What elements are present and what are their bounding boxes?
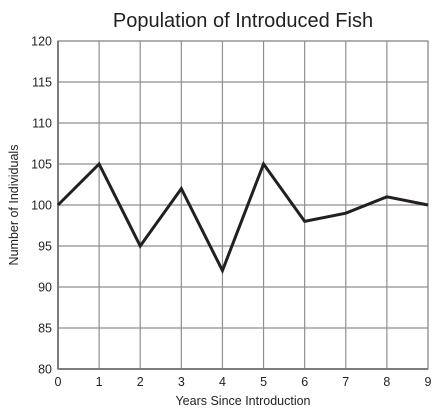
- x-tick-label: 3: [178, 375, 185, 389]
- chart-title: Population of Introduced Fish: [113, 10, 373, 32]
- chart-tick-labels: 80 85 90 95 100 105 110 115 120 0 1 2 3 4 5 6 7 8 9: [31, 35, 431, 390]
- series-line: [56, 160, 429, 275]
- x-tick-label: 8: [383, 375, 390, 389]
- x-tick-label: 7: [342, 375, 349, 389]
- y-tick-label: 95: [38, 240, 52, 254]
- x-axis-label: Years Since Introduction: [175, 394, 310, 408]
- x-tick-label: 5: [260, 375, 267, 389]
- y-tick-label: 105: [31, 158, 52, 172]
- x-tick-label: 9: [425, 375, 432, 389]
- x-tick-label: 4: [219, 375, 226, 389]
- y-tick-label: 90: [38, 281, 52, 295]
- chart-series-group: [56, 160, 429, 275]
- y-tick-label: 115: [32, 76, 52, 90]
- y-tick-label: 100: [31, 199, 52, 213]
- x-tick-label: 1: [96, 375, 103, 389]
- chart-grid: [57, 40, 429, 370]
- y-tick-label: 80: [38, 363, 52, 377]
- x-tick-label: 6: [301, 375, 308, 389]
- y-tick-label: 110: [32, 117, 52, 131]
- x-tick-label: 0: [55, 375, 62, 389]
- x-tick-label: 2: [137, 375, 144, 389]
- y-tick-label: 120: [31, 35, 52, 49]
- y-axis-label: Number of Individuals: [7, 145, 21, 266]
- y-tick-label: 85: [38, 322, 52, 336]
